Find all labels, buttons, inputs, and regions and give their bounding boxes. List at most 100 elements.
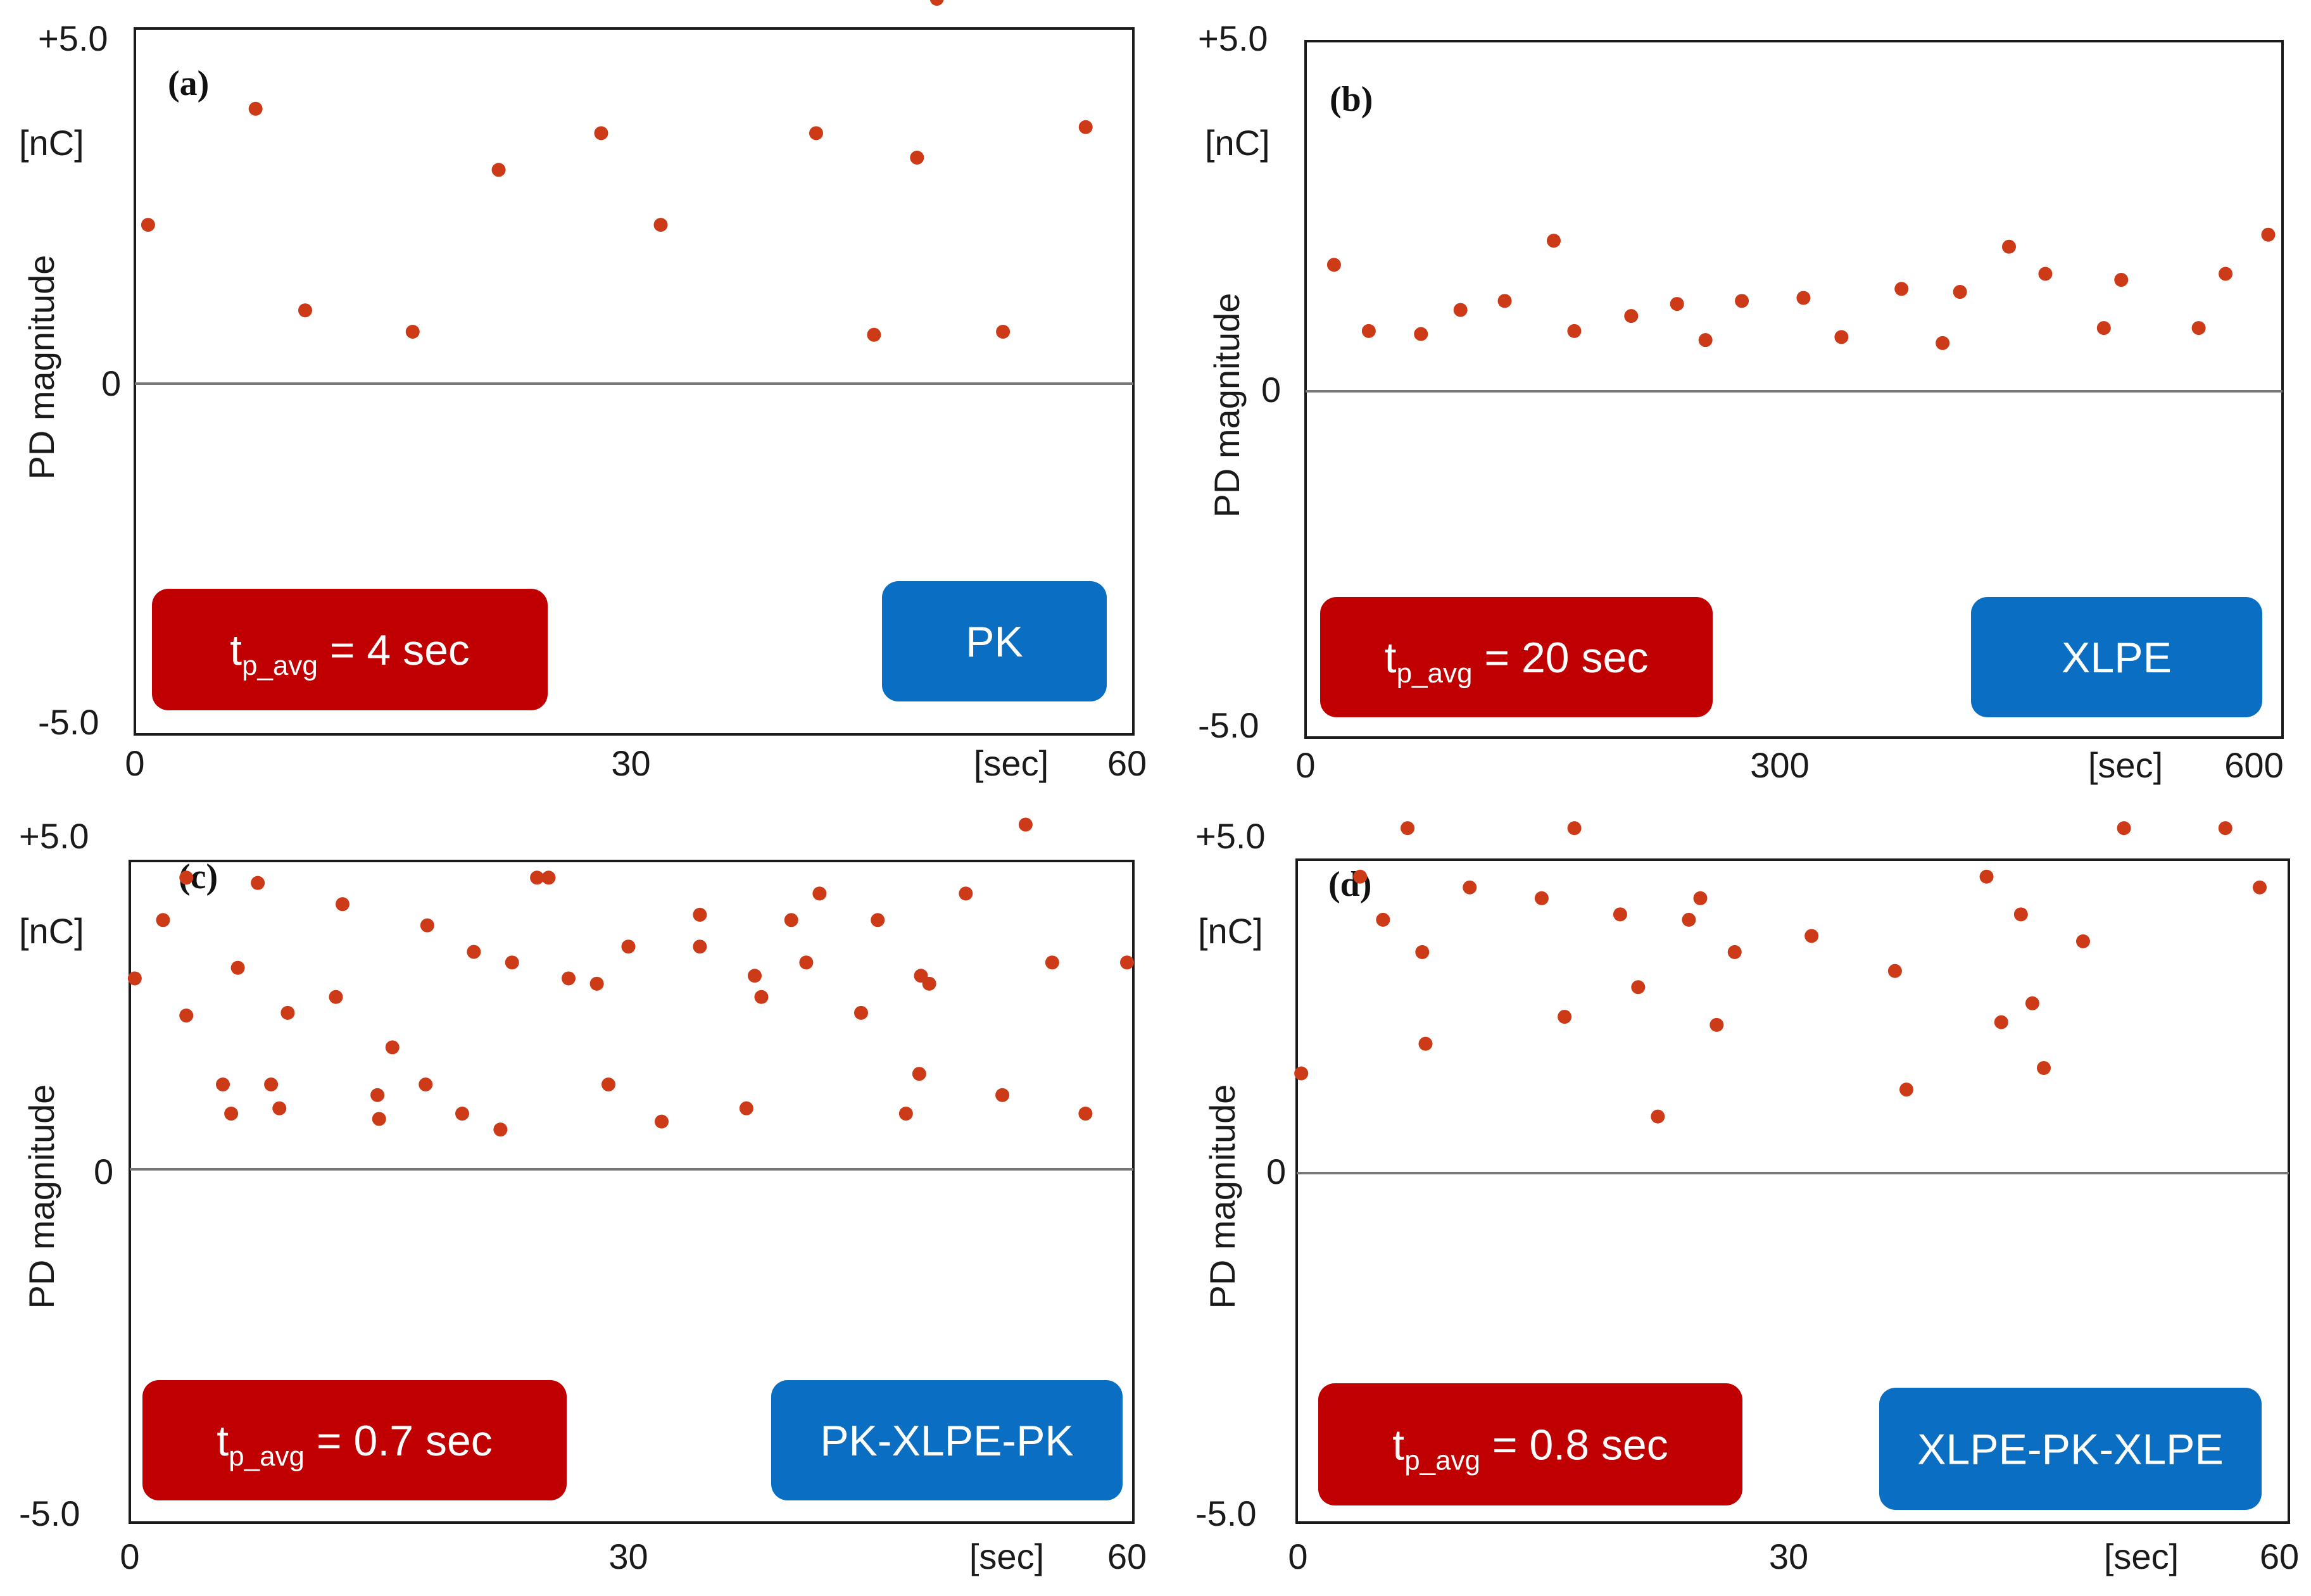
data-point bbox=[420, 918, 434, 933]
y-unit-label: [nC] bbox=[1205, 123, 1270, 163]
data-point bbox=[1326, 258, 1341, 272]
data-point bbox=[505, 955, 519, 970]
x-tick-label: 300 bbox=[1750, 745, 1809, 785]
chart-panel-b: (b) [nC] +5.0 0 -5.0 PD magnitude 0 300 600 [sec]… bbox=[1198, 18, 2284, 785]
data-point bbox=[898, 1107, 913, 1121]
material-badge-text: XLPE bbox=[2062, 634, 2172, 682]
data-point bbox=[748, 969, 762, 983]
data-point bbox=[2261, 227, 2276, 242]
data-point bbox=[1078, 1107, 1093, 1121]
data-point bbox=[1936, 336, 1950, 350]
data-point bbox=[1887, 964, 1902, 978]
x-tick-label: 0 bbox=[120, 1536, 139, 1576]
data-point bbox=[1376, 912, 1390, 927]
data-point bbox=[601, 1077, 615, 1091]
x-tick-label: 0 bbox=[125, 743, 144, 783]
data-point bbox=[1294, 1066, 1309, 1081]
data-point bbox=[2038, 267, 2053, 281]
data-point bbox=[1651, 1109, 1665, 1124]
y-axis-label: PD magnitude bbox=[1207, 293, 1247, 518]
data-point bbox=[922, 976, 936, 991]
data-point bbox=[336, 897, 349, 912]
data-point bbox=[1453, 303, 1468, 317]
data-point bbox=[1682, 912, 1696, 927]
data-point bbox=[141, 218, 155, 232]
chart-panel-a: (a) [nC] +5.0 0 -5.0 PD magnitude 0 30 60 [sec] tp… bbox=[19, 0, 1147, 783]
data-point bbox=[812, 886, 827, 901]
data-point bbox=[216, 1077, 230, 1091]
data-point bbox=[419, 1077, 433, 1091]
data-point bbox=[1045, 955, 1059, 970]
y-axis-label: PD magnitude bbox=[22, 1084, 61, 1309]
data-point bbox=[2218, 821, 2232, 836]
data-point bbox=[541, 870, 556, 885]
data-point bbox=[2037, 1060, 2051, 1075]
data-point bbox=[1567, 821, 1582, 836]
data-point bbox=[272, 1101, 287, 1115]
data-point bbox=[1796, 291, 1811, 305]
data-point bbox=[370, 1088, 385, 1102]
material-badge-text: PK bbox=[966, 618, 1023, 666]
data-point bbox=[455, 1107, 469, 1121]
data-point bbox=[784, 913, 798, 927]
data-point bbox=[995, 1088, 1010, 1102]
data-point bbox=[1418, 1036, 1433, 1051]
data-point bbox=[910, 150, 924, 165]
data-point bbox=[2002, 239, 2017, 254]
data-point bbox=[867, 327, 881, 342]
panel-label: (d) bbox=[1328, 865, 1371, 904]
data-point bbox=[1613, 907, 1627, 922]
time-badge bbox=[1320, 597, 1713, 717]
panel-label: (b) bbox=[1330, 80, 1373, 119]
data-point bbox=[1804, 929, 1819, 943]
data-point bbox=[1735, 294, 1749, 308]
material-badge-text: XLPE-PK-XLPE bbox=[1917, 1426, 2224, 1474]
data-point bbox=[264, 1077, 279, 1091]
data-point bbox=[493, 1122, 508, 1137]
data-point bbox=[562, 971, 576, 986]
data-point bbox=[959, 886, 973, 901]
y-axis-label: PD magnitude bbox=[1202, 1084, 1242, 1309]
y-tick-label: -5.0 bbox=[1198, 705, 1259, 745]
plot-frame bbox=[1295, 858, 2290, 1524]
data-point bbox=[1979, 869, 1994, 884]
data-point bbox=[179, 1008, 194, 1023]
data-point bbox=[1624, 309, 1639, 324]
data-point bbox=[1120, 955, 1134, 970]
x-tick-label: 0 bbox=[1288, 1536, 1307, 1576]
time-badge bbox=[142, 1380, 567, 1500]
data-point bbox=[405, 324, 420, 339]
data-point bbox=[1414, 327, 1428, 341]
data-point bbox=[1361, 324, 1376, 338]
data-point bbox=[2076, 934, 2090, 948]
chart-panel-d: (d) [nC] +5.0 0 -5.0 PD magnitude 0 30 60 [sec] tp… bbox=[1195, 816, 2299, 1576]
x-tick-label: 60 bbox=[1107, 743, 1147, 783]
data-point bbox=[589, 976, 604, 991]
y-unit-label: [nC] bbox=[19, 911, 84, 951]
data-point bbox=[2114, 273, 2129, 287]
data-point bbox=[996, 324, 1011, 339]
data-point bbox=[693, 907, 707, 922]
data-point bbox=[329, 990, 343, 1004]
time-badge bbox=[1318, 1383, 1742, 1505]
data-point bbox=[809, 126, 824, 141]
data-point bbox=[799, 955, 814, 970]
y-tick-label: +5.0 bbox=[1198, 18, 1268, 58]
data-point bbox=[929, 0, 944, 6]
x-tick-label: 60 bbox=[2260, 1536, 2299, 1576]
data-point bbox=[280, 1005, 295, 1020]
data-point bbox=[1558, 1010, 1572, 1024]
panel-label: (a) bbox=[168, 64, 209, 103]
x-unit-label: [sec] bbox=[2104, 1536, 2179, 1576]
data-point bbox=[2253, 880, 2267, 895]
x-tick-label: 30 bbox=[608, 1536, 648, 1576]
data-point bbox=[1415, 945, 1430, 959]
y-tick-label: 0 bbox=[94, 1152, 113, 1191]
x-unit-label: [sec] bbox=[2088, 745, 2163, 785]
data-point bbox=[754, 990, 769, 1004]
time-badge bbox=[152, 589, 548, 710]
data-point bbox=[1899, 1083, 1913, 1097]
data-point bbox=[491, 163, 506, 177]
data-point bbox=[372, 1112, 386, 1126]
